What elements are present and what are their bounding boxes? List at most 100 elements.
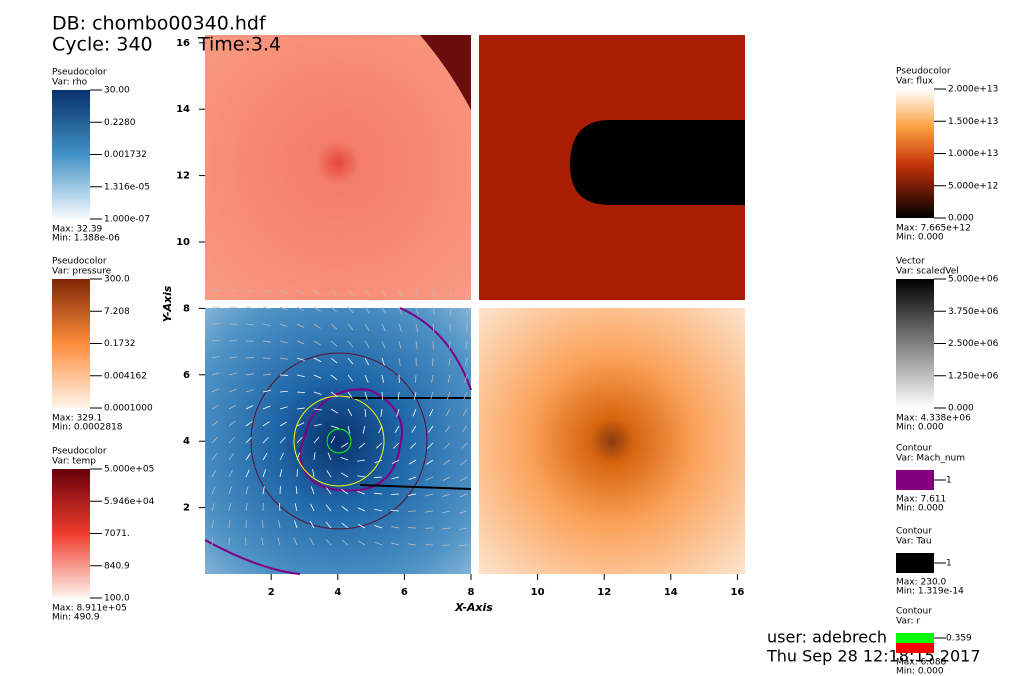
vector-arrow [313,374,322,379]
vector-arrow [262,306,271,310]
vector-arrow [391,526,400,529]
vector-arrow [409,442,417,449]
colorbar-label: 5.946e+04 [104,497,155,507]
vector-arrow [330,408,338,414]
vector-arrow [425,510,434,513]
vector-arrow [330,357,338,364]
vector-arrow [278,503,281,512]
colorbar-label: 1.000e+13 [948,149,998,159]
vector-arrow [262,389,271,393]
colorbar-label: 5.000e+12 [948,181,998,191]
vector-arrow [358,442,366,449]
time: Time:3.4 [197,34,281,56]
rho-panel [205,35,471,300]
x-tick-label: 10 [531,587,545,598]
vector-arrow [409,459,417,465]
legend-plot: Pseudocolor [52,257,107,267]
vector-arrow [464,357,468,366]
vector-arrow [296,306,305,312]
vector-arrow [277,537,281,546]
vector-arrow [245,421,253,427]
legend-min: Min: 490.9 [52,613,100,623]
vector-arrow [245,453,251,461]
vector-arrow [279,406,288,410]
colorbar-label: 0.2280 [104,118,136,128]
vector-arrow [245,405,254,410]
vector-arrow [425,493,434,497]
colorbar [896,89,934,218]
cycle: Cycle: 340 [52,34,153,56]
vector-arrow [211,404,220,410]
contour-swatch [896,643,934,653]
colorbar-label: 0.004162 [104,371,147,381]
vector-arrow [408,476,417,481]
plot-area [204,35,745,575]
legend-max: Max: 4.338e+06 [896,414,971,424]
y-tick-label: 10 [176,237,190,248]
y-tick-label: 14 [176,104,190,115]
x-axis-label: X-Axis [454,601,493,614]
contour-swatch [896,470,934,490]
vector-arrow [245,289,254,293]
r-contour [326,428,352,454]
vector-arrow [279,452,284,461]
vector-arrow [228,469,233,478]
yellow-contour [293,395,385,487]
vector-arrow [294,520,298,529]
vector-arrow [262,436,269,444]
vector-arrow [375,442,383,449]
vector-arrow [459,476,468,482]
contour-level: 0.359 [946,634,972,644]
vector-arrow [446,391,451,400]
vector-arrow [447,374,451,383]
vector-arrow [341,539,349,546]
vector-arrow [228,356,237,359]
x-tick-label: 8 [468,587,475,598]
vector-arrow [228,388,237,393]
vector-arrow [341,472,349,478]
vector-arrow [279,390,288,393]
colorbar-label: 2.500e+06 [948,339,999,349]
vector-arrow [330,306,338,313]
vector-arrow [211,453,218,461]
vector-arrow [262,469,267,478]
vector-arrow [211,537,214,546]
vector-arrow [364,306,370,314]
vector-arrow [310,486,315,495]
vector-arrow [459,527,468,530]
mach-contour [298,388,403,492]
vector-arrow [279,323,288,327]
vector-arrow [459,544,468,547]
vector-arrow [279,357,288,360]
user: user: adebrech [767,628,887,647]
vector-arrow [448,357,451,366]
vector-arrow [245,503,248,512]
vector-arrow [296,469,299,478]
vector-arrow [228,503,232,512]
vector-arrow [296,422,305,427]
vector-arrow [381,357,385,366]
vector-arrow [465,340,468,349]
vector-arrow [296,323,305,328]
colorbar-label: 1.500e+13 [948,117,998,127]
legend-max: Max: 6.088 [896,658,947,668]
vector-arrow [374,541,383,546]
legend-var: Var: rho [52,78,88,88]
vector-arrow [330,391,338,397]
vector-arrow [347,357,354,365]
x-tick-label: 16 [730,587,744,598]
rho-dark [420,35,471,110]
x-tick-label: 2 [268,587,275,598]
vector-arrow [442,510,451,514]
vector-arrow [228,520,231,529]
vector-arrow [262,453,268,461]
vector-arrow [347,408,353,417]
y-axis-label: Y-Axis [161,285,174,322]
colorbar-label: 0.000 [948,404,974,414]
vector-arrow [262,486,265,495]
vector-arrow [330,289,338,296]
vector-arrow [296,357,305,361]
legend-plot: Pseudocolor [52,68,107,78]
colorbar-label: 30.00 [104,86,130,96]
